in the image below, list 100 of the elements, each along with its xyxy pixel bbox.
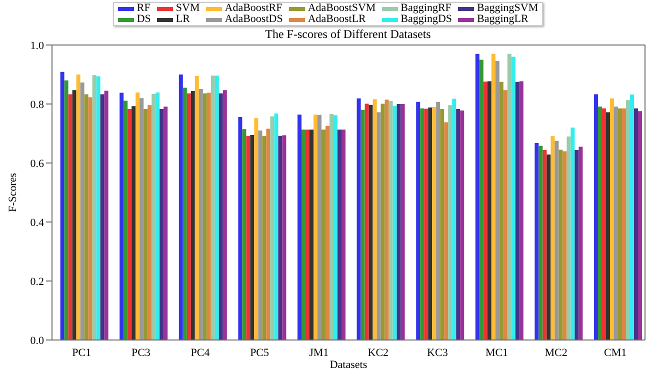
bar (456, 109, 460, 340)
bar (310, 130, 314, 340)
bar (100, 94, 104, 340)
bar (546, 154, 551, 340)
x-tick-label: JM1 (309, 346, 329, 359)
bar (214, 76, 219, 340)
bar (76, 74, 80, 340)
y-tick-label: 0.2 (30, 276, 44, 288)
bar (562, 151, 567, 340)
bar (452, 98, 456, 340)
x-tick-label: KC2 (368, 346, 389, 359)
bar (250, 134, 254, 340)
y-tick-label: 0.8 (30, 98, 44, 111)
bar (206, 92, 211, 340)
bar (511, 56, 516, 340)
bar (306, 130, 310, 340)
bar (302, 130, 306, 340)
bar (376, 112, 381, 340)
legend-label: BaggingRF (400, 2, 452, 14)
bar (64, 80, 68, 340)
bar (68, 94, 72, 340)
bar (542, 150, 547, 340)
bar (270, 116, 274, 340)
bar (266, 128, 270, 340)
bar (318, 114, 322, 340)
legend-label: BaggingDS (400, 13, 452, 25)
bar (140, 98, 144, 340)
bar (400, 104, 405, 340)
bar (222, 90, 227, 340)
bar (570, 128, 575, 340)
bar (538, 146, 543, 340)
bar (602, 108, 606, 340)
bar (84, 94, 88, 340)
bar (392, 106, 397, 340)
bar (416, 102, 420, 340)
bar (638, 111, 642, 340)
bar (278, 136, 282, 340)
legend-label: DS (136, 13, 151, 25)
bar (566, 136, 571, 340)
legend-label: LR (176, 13, 190, 25)
bar (630, 94, 634, 340)
legend-label: AdaBoostSVM (308, 2, 376, 14)
bar (314, 114, 318, 340)
bar (594, 94, 598, 340)
y-tick-label: 0.0 (30, 334, 44, 347)
x-tick-label: MC2 (544, 346, 568, 359)
bar (515, 82, 520, 340)
bar (128, 109, 132, 340)
bar (380, 104, 385, 340)
bar (298, 114, 302, 340)
bar (598, 106, 602, 340)
bar (483, 82, 488, 340)
bar (364, 104, 369, 340)
bar (160, 109, 164, 340)
bar (626, 100, 630, 340)
bar (396, 104, 401, 340)
bar (634, 108, 638, 340)
bar (186, 93, 191, 340)
bar (96, 76, 100, 340)
x-tick-label: MC1 (485, 346, 508, 359)
bar (440, 109, 444, 340)
y-tick-label: 0.6 (30, 158, 44, 170)
bar (507, 54, 512, 340)
bar (622, 108, 626, 340)
bar (428, 108, 432, 340)
bar (104, 90, 108, 340)
bar (519, 81, 524, 340)
bar (554, 140, 559, 340)
legend-label: SVM (176, 2, 200, 14)
chart-title: The F-scores of Different Datasets (264, 27, 432, 42)
bar (368, 104, 373, 340)
bar (479, 60, 484, 340)
y-tick-label: 0.4 (30, 216, 44, 229)
bar (124, 100, 128, 340)
bar (72, 90, 76, 340)
x-tick-label: CM1 (604, 346, 627, 359)
bar (156, 92, 160, 340)
legend-label: BaggingLR (477, 13, 528, 25)
bar (194, 76, 199, 340)
bar (610, 98, 614, 340)
bar (491, 54, 496, 340)
bar (182, 88, 187, 340)
bar (360, 110, 365, 340)
bar (342, 130, 346, 340)
bar (246, 136, 250, 340)
bar (578, 146, 583, 340)
bar (148, 105, 152, 340)
bar (372, 99, 377, 340)
bar (534, 142, 539, 340)
bar (330, 114, 334, 340)
bar (388, 101, 393, 340)
bar (242, 129, 246, 340)
bar (152, 94, 156, 340)
bar (356, 98, 361, 340)
bar (432, 106, 436, 340)
bar (132, 106, 136, 340)
bar (238, 116, 242, 340)
bar (254, 118, 258, 340)
bar (218, 93, 223, 340)
bar (618, 108, 622, 340)
